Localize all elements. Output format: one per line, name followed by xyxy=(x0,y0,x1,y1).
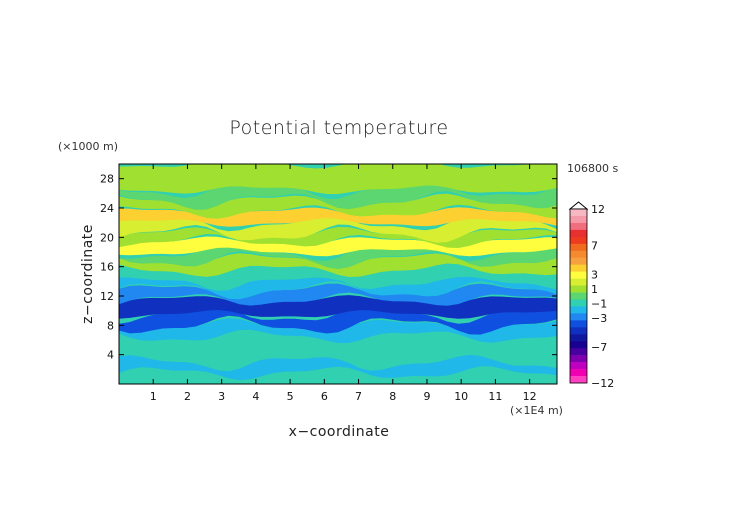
x-axis-label: x−coordinate xyxy=(289,424,390,440)
y-unit-label: (×1000 m) xyxy=(58,140,118,153)
colorbar-swatch xyxy=(570,306,587,314)
colorbar-swatch xyxy=(570,264,587,272)
heatmap-band xyxy=(119,180,557,210)
heatmap-band xyxy=(119,236,557,257)
colorbar-label: −7 xyxy=(591,341,607,354)
colorbar-swatch xyxy=(570,222,587,231)
x-tick-label: 11 xyxy=(488,390,502,403)
colorbar-label: −12 xyxy=(591,377,614,390)
time-label: 106800 s xyxy=(567,162,618,175)
colorbar-swatch xyxy=(570,320,587,328)
colorbar-swatch xyxy=(570,376,587,384)
x-unit-label: (×1E4 m) xyxy=(510,404,563,417)
colorbar-arrow xyxy=(568,201,589,210)
colorbar-swatch xyxy=(570,362,587,370)
x-tick-label: 9 xyxy=(423,390,430,403)
heatmap-band xyxy=(119,226,557,248)
heatmap-band xyxy=(119,295,557,319)
colorbar-swatch xyxy=(570,341,587,349)
heatmap-band xyxy=(119,283,557,306)
colorbar-swatch xyxy=(570,229,587,238)
y-tick-label: 12 xyxy=(100,290,114,303)
colorbar-swatch xyxy=(570,215,587,224)
heatmap-band xyxy=(119,253,557,277)
heatmap-band xyxy=(119,164,557,194)
colorbar-frame xyxy=(569,208,588,384)
colorbar-swatch xyxy=(570,334,587,342)
heatmap-band xyxy=(119,354,557,381)
colorbar-swatch xyxy=(570,327,587,335)
colorbar-swatch xyxy=(570,278,587,286)
heatmap-band xyxy=(119,368,557,384)
x-tick-label: 3 xyxy=(218,390,225,403)
x-tick-label: 10 xyxy=(454,390,468,403)
colorbar-swatch xyxy=(570,257,587,265)
heatmap-band xyxy=(119,305,557,335)
colorbar-swatch xyxy=(570,348,587,356)
colorbar-swatch xyxy=(570,271,587,279)
colorbar-swatch xyxy=(570,355,587,363)
colorbar: 12 7 3 1−1 −3 −7 −12 xyxy=(568,201,614,390)
x-tick-label: 1 xyxy=(150,390,157,403)
heatmap-band xyxy=(119,332,557,356)
colorbar-label: 1 xyxy=(591,283,598,296)
plot-frame xyxy=(118,163,558,385)
chart-title: Potential temperature xyxy=(229,117,448,139)
colorbar-swatch xyxy=(570,243,587,252)
colorbar-swatch xyxy=(570,299,587,307)
colorbar-swatch xyxy=(570,369,587,377)
heatmap-band xyxy=(119,341,557,372)
colorbar-swatch xyxy=(570,292,587,300)
x-tick-label: 12 xyxy=(523,390,537,403)
y-tick-label: 8 xyxy=(107,319,114,332)
x-tick-label: 6 xyxy=(321,390,328,403)
y-tick-label: 24 xyxy=(100,202,114,215)
x-tick-label: 7 xyxy=(355,390,362,403)
heatmap-band xyxy=(119,242,557,270)
x-tick-label: 5 xyxy=(287,390,294,403)
colorbar-label: 7 xyxy=(591,239,598,252)
colorbar-swatch xyxy=(570,209,587,217)
y-axis-label: z−coordinate xyxy=(80,224,96,324)
y-tick-label: 20 xyxy=(100,231,114,244)
y-tick-label: 4 xyxy=(107,349,114,362)
x-tick-label: 8 xyxy=(389,390,396,403)
colorbar-label: −3 xyxy=(591,312,607,325)
heatmap-field xyxy=(119,164,557,384)
x-tick-label: 4 xyxy=(252,390,259,403)
colorbar-label: 12 xyxy=(591,203,605,216)
heatmap-band xyxy=(119,265,557,286)
y-tick-label: 28 xyxy=(100,173,114,186)
heatmap-band xyxy=(119,213,557,243)
colorbar-label: 3 xyxy=(591,268,598,281)
colorbar-swatch xyxy=(570,250,587,259)
x-tick-label: 2 xyxy=(184,390,191,403)
heatmap-band xyxy=(119,207,557,227)
colorbar-swatch xyxy=(570,313,587,321)
colorbar-swatch xyxy=(570,285,587,293)
y-tick-label: 16 xyxy=(100,261,114,274)
colorbar-label: −1 xyxy=(591,297,607,310)
colorbar-swatch xyxy=(570,236,587,245)
